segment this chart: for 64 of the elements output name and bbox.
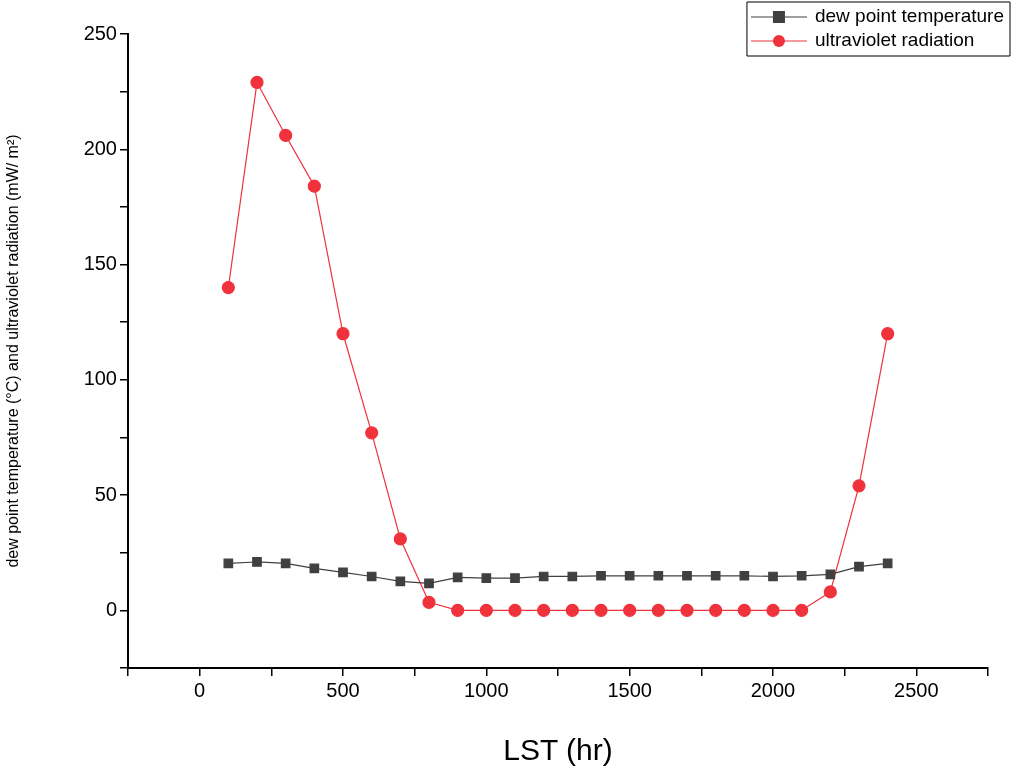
point bbox=[307, 179, 321, 193]
point bbox=[825, 569, 836, 580]
point bbox=[395, 576, 406, 587]
y-tick-label: 0 bbox=[105, 597, 117, 620]
point bbox=[280, 558, 291, 569]
point bbox=[223, 558, 234, 569]
y-axis-title: dew point temperature (°C) and ultraviolet radiation (mW/ m²) bbox=[4, 134, 22, 568]
point bbox=[795, 603, 809, 617]
point bbox=[766, 603, 780, 617]
point bbox=[250, 75, 264, 90]
x-tick-label: 0 bbox=[194, 678, 206, 701]
x-axis-title: LST (hr) bbox=[503, 733, 613, 767]
point bbox=[737, 603, 751, 617]
x-tick-label: 2000 bbox=[750, 678, 796, 701]
point bbox=[854, 561, 864, 572]
point bbox=[336, 327, 350, 341]
point bbox=[796, 570, 807, 581]
x-tick-label: 2500 bbox=[894, 678, 939, 701]
y-tick-label: 250 bbox=[83, 21, 117, 44]
point bbox=[565, 603, 579, 617]
point bbox=[567, 571, 578, 582]
y-tick-label: 150 bbox=[83, 252, 117, 275]
point bbox=[537, 603, 551, 617]
legend-label: dew point temperature bbox=[814, 5, 1005, 27]
point bbox=[682, 570, 692, 581]
point bbox=[452, 572, 463, 583]
point bbox=[653, 570, 664, 581]
point bbox=[739, 570, 750, 581]
point bbox=[710, 570, 721, 581]
y-tick-label: 200 bbox=[83, 136, 117, 159]
point bbox=[680, 603, 694, 617]
point bbox=[508, 603, 522, 617]
point bbox=[279, 128, 293, 143]
point bbox=[596, 570, 606, 581]
point bbox=[393, 532, 407, 546]
point bbox=[309, 563, 320, 574]
point bbox=[422, 595, 436, 609]
point bbox=[768, 571, 778, 582]
point bbox=[510, 573, 520, 583]
x-tick-label: 1500 bbox=[607, 678, 652, 701]
point bbox=[709, 603, 723, 617]
point bbox=[538, 571, 549, 582]
point bbox=[366, 571, 377, 582]
point bbox=[424, 578, 434, 589]
point bbox=[338, 567, 348, 578]
point bbox=[594, 603, 608, 617]
x-tick-label: 1000 bbox=[464, 678, 509, 701]
legend-label: ultraviolet radiation bbox=[814, 29, 975, 51]
point bbox=[651, 603, 665, 617]
point bbox=[479, 603, 493, 617]
point bbox=[823, 585, 837, 599]
point bbox=[623, 603, 637, 617]
point bbox=[252, 557, 262, 567]
y-tick-label: 100 bbox=[83, 367, 117, 390]
x-tick-label: 500 bbox=[326, 678, 360, 701]
point bbox=[624, 570, 635, 581]
point bbox=[221, 281, 235, 295]
point bbox=[852, 479, 866, 493]
point bbox=[881, 327, 895, 341]
point bbox=[481, 573, 492, 583]
point bbox=[451, 603, 465, 617]
y-tick-label: 50 bbox=[94, 482, 117, 505]
point bbox=[365, 426, 379, 440]
point bbox=[882, 558, 893, 569]
